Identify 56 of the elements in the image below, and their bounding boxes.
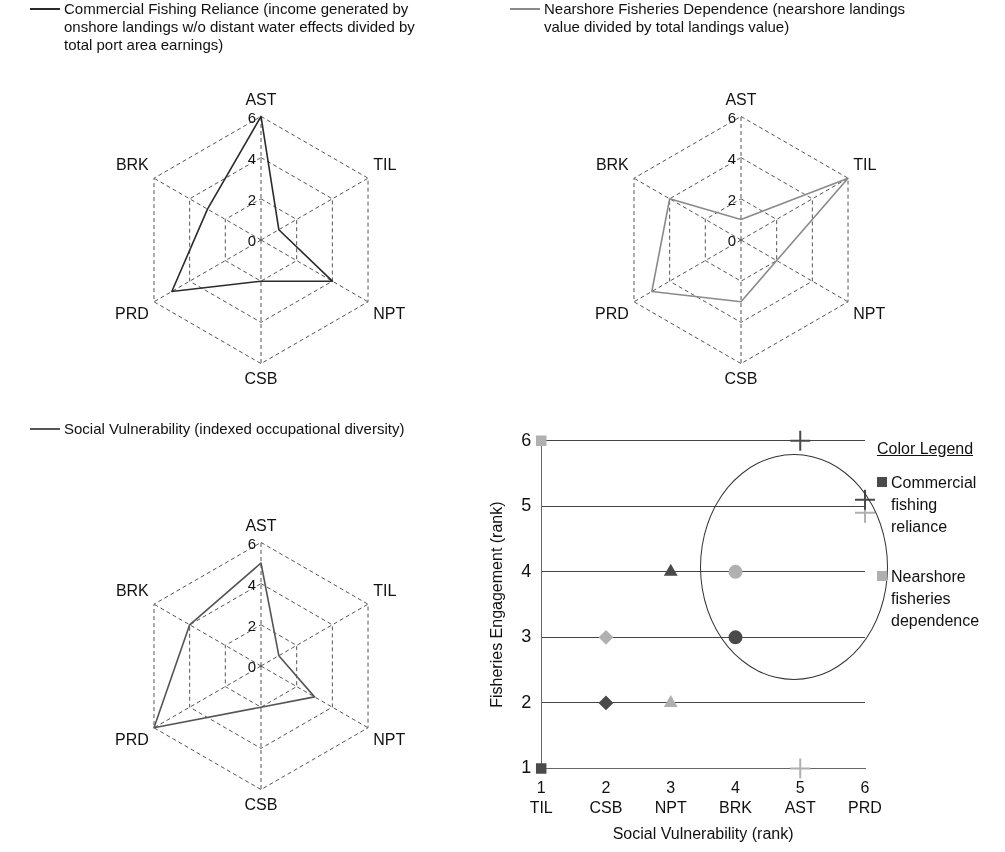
x-axis-title: Social Vulnerability (rank) [612,824,794,842]
y-tick-label: 4 [247,575,256,593]
spoke-label: CSB [244,369,278,387]
spoke-label: NPT [373,304,406,322]
y-tick-label: 2 [247,190,256,208]
spoke-label: NPT [373,730,406,748]
point [664,564,677,576]
point [728,564,743,579]
spoke-label: CSB [724,369,758,387]
y-tick-label: 2 [247,616,256,634]
spoke-label: BRK [115,156,150,174]
y-axis-title: Fisheries Engagement (rank) [488,501,506,708]
x-tick-label: 6 PRD [848,779,882,816]
y-tick-label: 0 [727,232,736,250]
point [728,630,743,645]
point [598,630,613,645]
y-tick-label: 2 [727,190,736,208]
y-tick-label: 4 [727,149,736,167]
y-tick-label: 0 [247,658,256,676]
spoke-label: PRD [115,730,149,748]
y-tick-label: 6 [727,108,736,126]
x-tick-label: 2 CSB [589,779,623,816]
spoke-label: BRK [595,156,630,174]
y-tick-label: 2 [521,691,532,712]
spoke-label: NPT [853,304,886,322]
legend-label: Nearshore fisheries dependence [891,567,981,631]
legend-label: Commercial Fishing Reliance (income generated by onshore landings w/o distant water effects divided by total port area earnings) [64,0,416,54]
spoke-label: PRD [595,304,629,322]
y-tick-label: 6 [247,108,256,126]
y-tick-label: 0 [247,232,256,250]
spoke-label: TIL [373,156,397,174]
x-tick-label: 3 NPT [654,779,687,816]
spoke-label: PRD [115,304,149,322]
spoke-label: BRK [115,582,150,600]
legend-label: Commercial fishing reliance [891,473,978,537]
legend-label: Nearshore Fisheries Dependence (nearshore landings value divided by total landings value) [544,0,907,36]
x-tick-label: 4 BRK [719,779,753,816]
point [664,695,677,707]
y-tick-label: 4 [521,560,532,581]
y-tick-label: 3 [521,626,532,647]
y-tick-label: 4 [247,149,256,167]
y-tick-label: 6 [521,429,532,450]
spoke-label: CSB [244,795,278,813]
legend-label: Social Vulnerability (indexed occupational diversity) [64,420,405,438]
y-tick-label: 1 [521,757,532,778]
spoke-label: AST [725,91,757,109]
y-tick-label: 5 [521,495,532,516]
y-tick-label: 6 [247,534,256,552]
legend-title: Color Legend [877,440,975,458]
spoke-label: AST [245,517,277,535]
x-tick-label: 5 AST [784,779,817,816]
spoke-label: TIL [853,156,877,174]
point [598,695,613,710]
x-tick-label: 1 TIL [529,779,553,816]
spoke-label: TIL [373,582,397,600]
spoke-label: AST [245,91,277,109]
